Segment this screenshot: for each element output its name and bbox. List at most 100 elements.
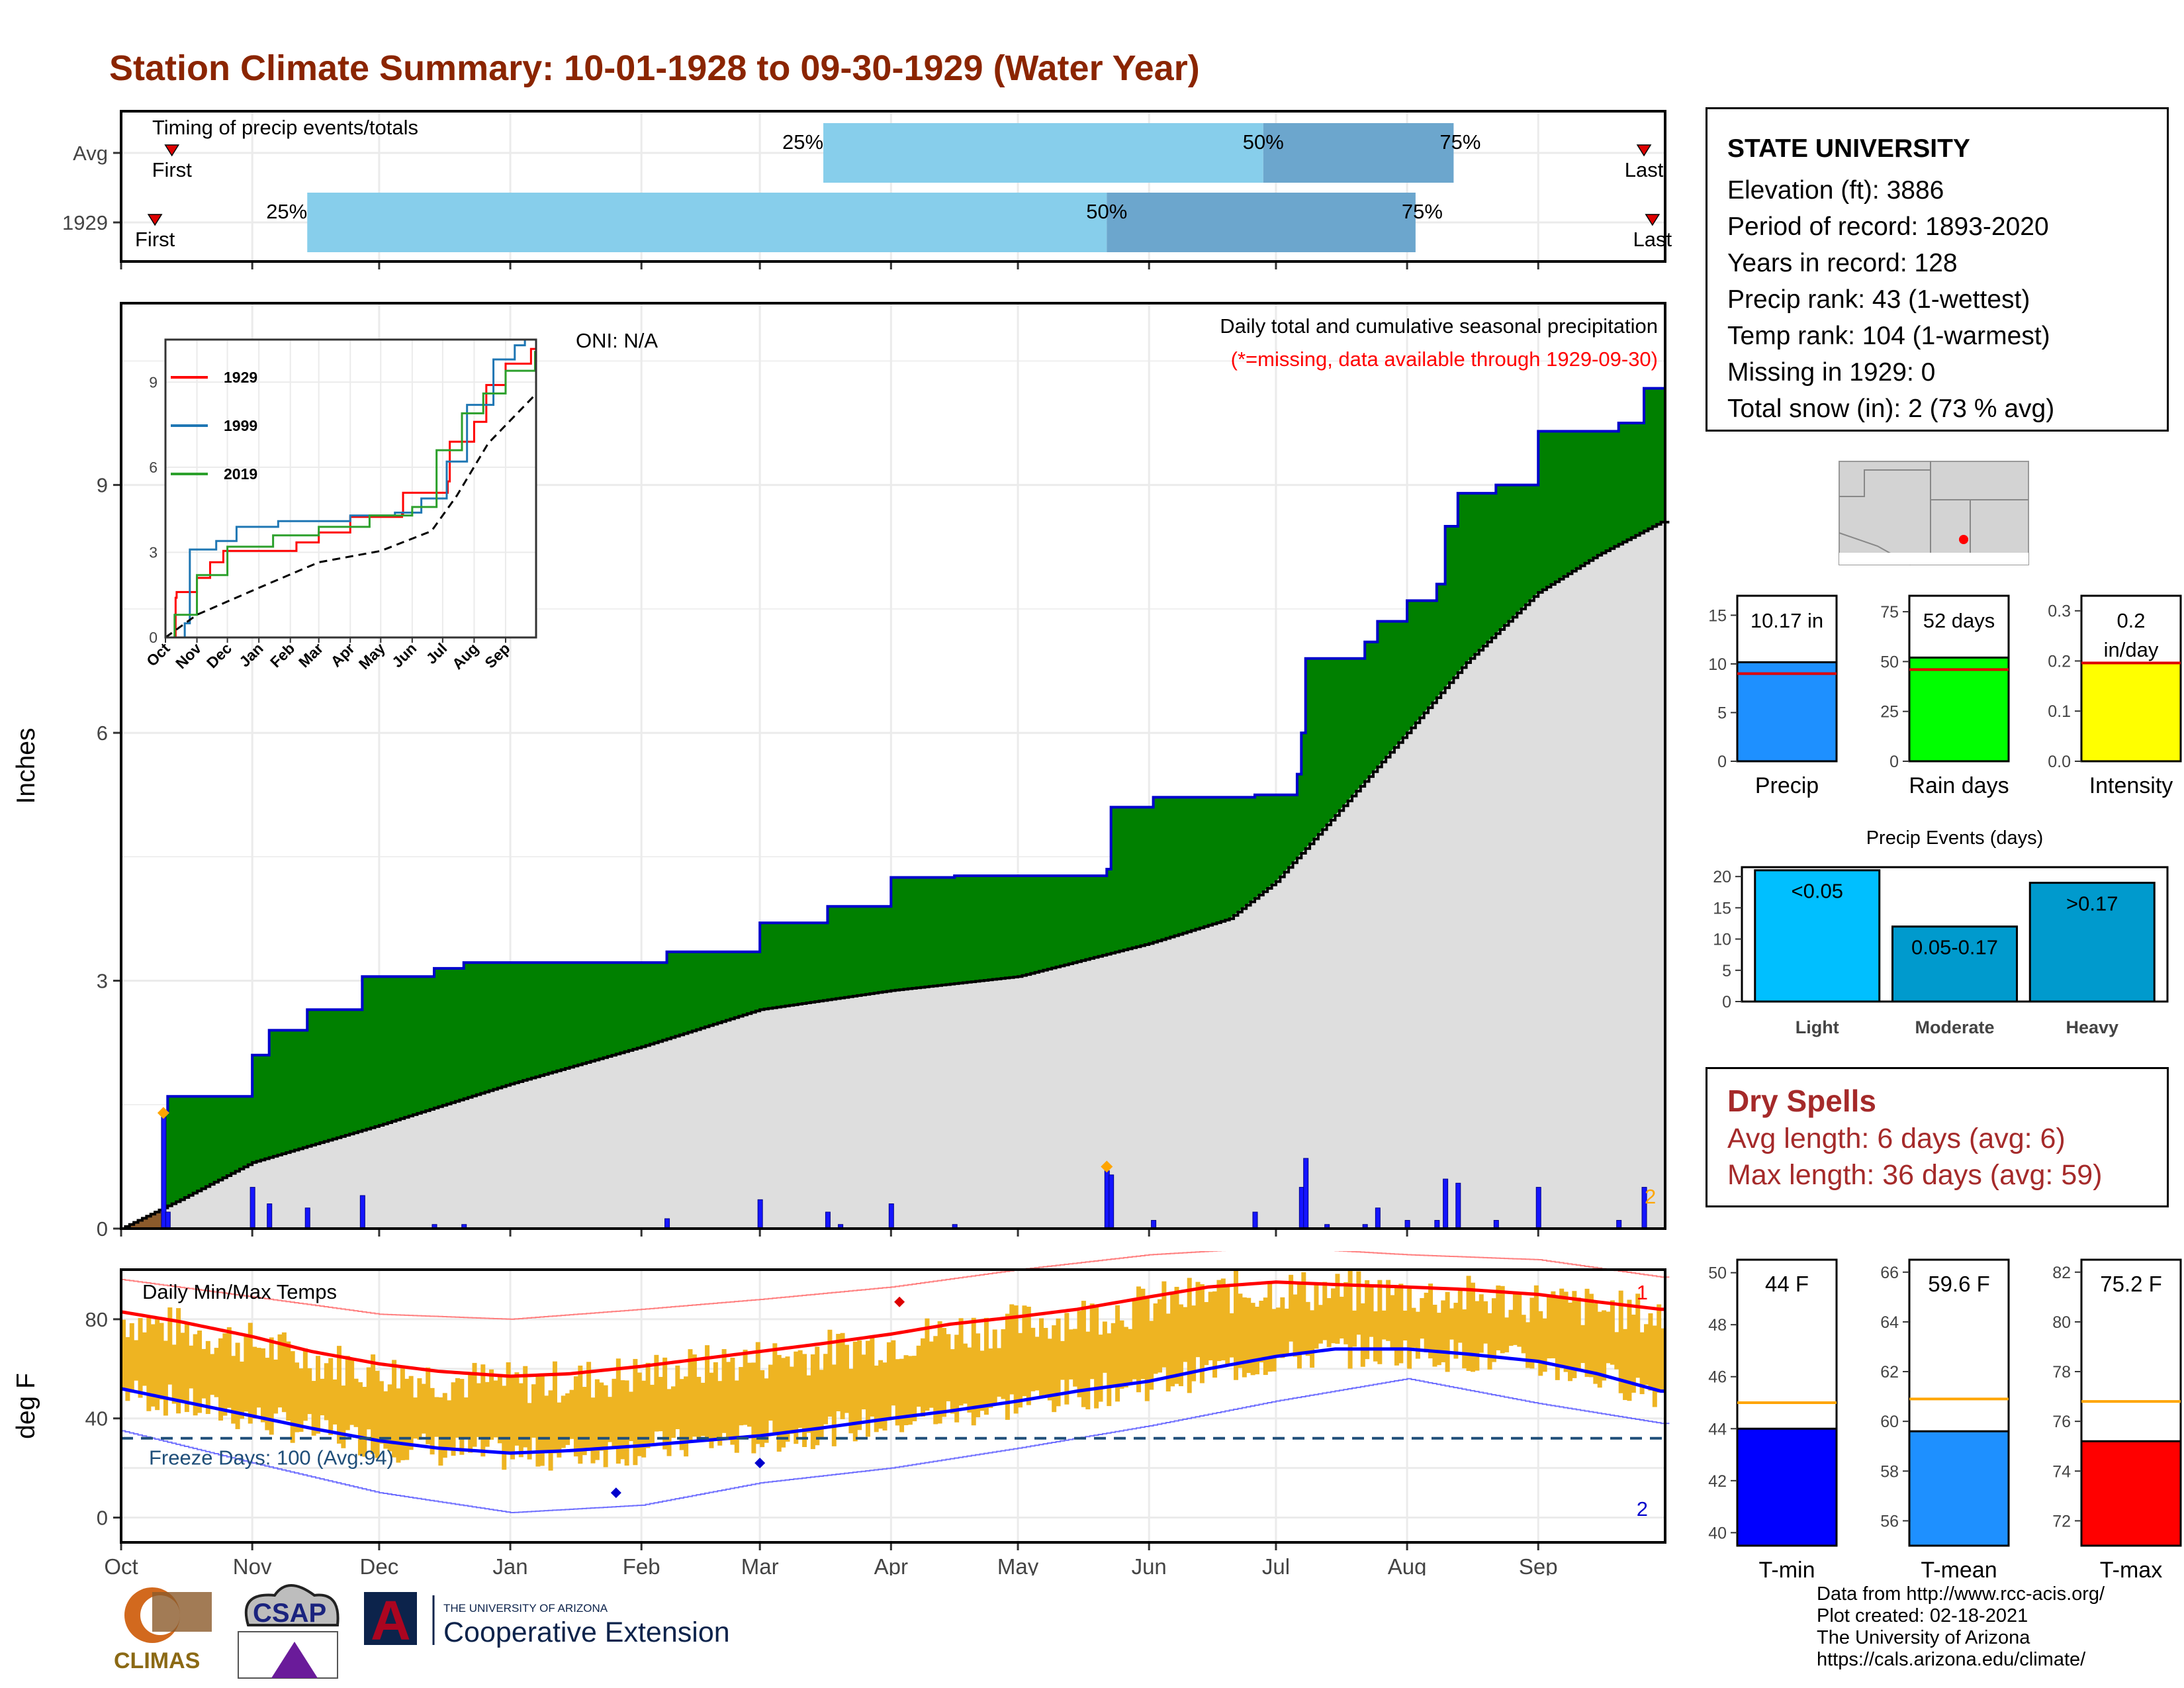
ua-logo[interactable]: A THE UNIVERSITY OF ARIZONA Cooperative … [364,1589,730,1652]
summary-panel-name: T-min [1759,1558,1815,1582]
daily-temp-bar [396,1388,401,1463]
daily-temp-bar [696,1376,702,1441]
y-tick-label: 0.2 [2048,652,2071,671]
daily-temp-bar [1538,1311,1543,1376]
daily-precip-bar [250,1187,255,1229]
daily-temp-bar [988,1348,993,1408]
precip-subtitle: (*=missing, data available through 1929-… [1231,348,1658,371]
y-tick-label: 15 [1713,899,1731,917]
daily-temp-bar [1652,1325,1657,1407]
daily-temp-bar [679,1379,684,1450]
daily-temp-bar [1263,1297,1268,1376]
daily-temp-bar [1588,1293,1594,1378]
daily-temp-bar [1475,1301,1480,1371]
daily-temp-bar [205,1340,210,1415]
daily-temp-bar [535,1375,541,1467]
daily-temp-bar [645,1362,651,1448]
daily-temp-bar [468,1373,473,1453]
daily-temp-bar [1369,1286,1374,1337]
daily-temp-bar [539,1374,545,1466]
daily-temp-bar [189,1345,194,1389]
daily-temp-bar [946,1334,951,1401]
daily-temp-bar [1491,1298,1496,1362]
dry-spell-line: Max length: 36 days (avg: 59) [1727,1159,2103,1191]
daily-temp-bar [1631,1314,1636,1393]
daily-temp-bar [768,1364,773,1421]
daily-precip-bar [664,1218,670,1229]
climas-logo[interactable]: CLIMAS [114,1587,212,1673]
daily-temp-bar [1432,1305,1437,1367]
station-info-line: Period of record: 1893-2020 [1727,212,2049,241]
daily-temp-bar [518,1383,523,1458]
daily-precip-bar [1535,1187,1541,1229]
daily-temp-bar [1360,1303,1365,1367]
daily-temp-bar [1572,1291,1577,1378]
y-tick-label: 50 [1880,653,1899,671]
daily-temp-bar [662,1357,668,1450]
daily-temp-bar [1602,1310,1607,1381]
daily-temp-bar [1284,1308,1289,1354]
daily-temp-bar [1322,1282,1328,1340]
daily-temp-bar [921,1338,926,1417]
daily-temp-bar [1487,1313,1492,1370]
summary-value-unit: in/day [2104,638,2159,661]
summary-value-label: 44 F [1765,1272,1809,1296]
daily-temp-bar [1204,1301,1209,1366]
daily-temp-bar [1331,1288,1336,1344]
daily-temp-bar [506,1362,511,1454]
daily-temp-bar [502,1385,507,1470]
summary-bar [1908,1430,2010,1547]
daily-temp-bar [565,1393,570,1445]
y-tick-label: 80 [2052,1313,2071,1332]
daily-temp-bar [882,1362,887,1430]
daily-temp-bar [426,1367,431,1444]
timing-bar-50-75 [1263,123,1454,183]
daily-temp-bar [256,1348,261,1408]
daily-temp-bar [1254,1307,1259,1375]
record-max-line [121,1251,1670,1320]
precip-summary-chart: 0 5 10 15 10.17 in Precip 0 25 50 75 52 days Rain d… [1708,594,2182,798]
daily-temp-bar [260,1348,265,1423]
daily-temp-bar [1030,1327,1036,1391]
daily-temp-bar [1267,1282,1273,1372]
daily-temp-bar [1559,1288,1565,1368]
daily-temp-bar [320,1378,325,1416]
daily-temp-bar [311,1381,316,1436]
credit-line: https://cals.arizona.edu/climate/ [1817,1649,2086,1670]
station-info-line: Missing in 1929: 0 [1727,358,1936,387]
station-info-line: Elevation (ft): 3886 [1727,176,1944,205]
daily-temp-bar [705,1345,710,1439]
csap-logo[interactable]: CSAP [238,1584,340,1679]
daily-temp-bar [836,1334,841,1411]
daily-temp-bar [1220,1278,1226,1361]
daily-temp-bar [316,1356,321,1434]
daily-temp-bar [1567,1302,1572,1382]
dry-spells-title: Dry Spells [1727,1084,1876,1118]
plot-border [120,110,1666,263]
last-marker [1636,144,1652,157]
climas-logo-text: CLIMAS [114,1648,200,1673]
daily-temp-bar [1529,1297,1535,1369]
daily-temp-bar [1208,1291,1213,1361]
daily-temp-bar [332,1379,338,1425]
y-tick-label: Avg [73,142,108,165]
snow-marker [1101,1160,1113,1173]
daily-temp-bar [954,1335,960,1423]
daily-temp-bar [231,1356,236,1424]
daily-temp-bar [962,1343,968,1404]
precip-above-average-area [121,388,1665,1229]
daily-temp-bar [307,1368,312,1415]
daily-temp-bar [1496,1285,1501,1350]
daily-temp-bar [874,1365,879,1432]
daily-temp-bar [1623,1329,1628,1400]
daily-temp-bar [1165,1313,1171,1391]
daily-temp-bar [1310,1310,1315,1368]
ua-a-icon [364,1592,417,1645]
daily-temp-bar [1597,1311,1602,1388]
daily-temp-bar [916,1345,921,1407]
daily-temp-bar [781,1358,786,1448]
y-tick-label: 25 [1880,703,1899,722]
daily-temp-bar [447,1400,452,1448]
daily-temp-bar [451,1382,456,1456]
